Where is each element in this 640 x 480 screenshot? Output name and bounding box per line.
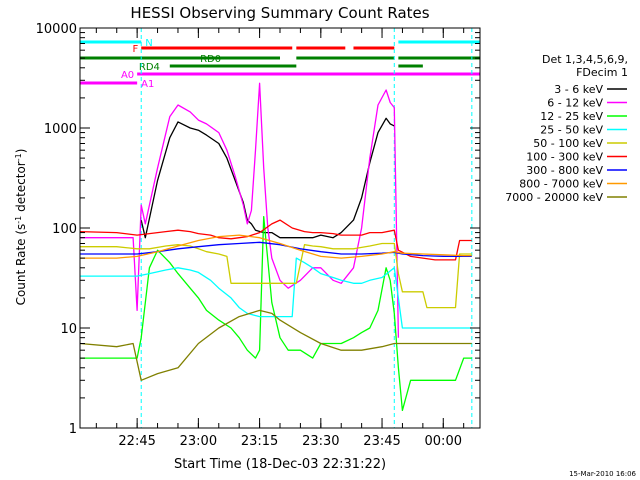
timestamp: 15-Mar-2010 16:06	[569, 470, 636, 478]
y-tick-label-1: 1	[69, 422, 77, 437]
y-tick-label-2: 10	[60, 322, 77, 337]
series-line-8	[80, 234, 472, 259]
flag-label-n: N	[145, 38, 152, 49]
flag-label-f: F	[132, 44, 138, 55]
chart-title: HESSI Observing Summary Count Rates	[130, 4, 429, 22]
series-line-7	[80, 241, 472, 258]
flag-label-rd0: RD0	[200, 54, 221, 65]
y-tick-label-3: 100	[52, 222, 77, 237]
legend-label-9: 7000 - 20000 keV	[505, 191, 603, 204]
observing-flags: NF RD0 RD4 A0 A1	[80, 38, 480, 90]
legend-label-4: 25 - 50 keV	[540, 124, 603, 137]
x-tick-label-3: 23:15	[241, 434, 278, 449]
legend-title-1: Det 1,3,4,5,6,9,	[542, 53, 628, 66]
flag-label-a0: A0	[121, 70, 134, 81]
legend-label-6: 100 - 300 keV	[526, 151, 603, 164]
x-tick-label-6: 00:00	[425, 434, 462, 449]
x-tick-label-1: 22:45	[118, 434, 155, 449]
y-tick-label-4: 1000	[44, 122, 77, 137]
legend-label-5: 50 - 100 keV	[533, 137, 603, 150]
series-line-3	[80, 215, 472, 412]
x-tick-label-5: 23:45	[363, 434, 400, 449]
legend-label-1: 3 - 6 keV	[554, 83, 603, 96]
y-axis-label: Count Rate (s-1 detector-1)	[14, 149, 29, 306]
x-axis-label: Start Time (18-Dec-03 22:31:22)	[174, 457, 386, 472]
legend-label-8: 800 - 7000 keV	[519, 178, 603, 191]
y-tick-label-5: 10000	[36, 22, 77, 37]
legend-title-2: FDecim 1	[576, 66, 628, 79]
series-line-9	[79, 309, 472, 381]
x-tick-label-4: 23:30	[302, 434, 339, 449]
flag-label-rd4: RD4	[139, 62, 160, 73]
series-line-5	[80, 242, 472, 309]
flag-label-a1: A1	[141, 79, 154, 90]
series-lines	[79, 82, 472, 412]
series-line-2	[80, 82, 400, 338]
legend-label-3: 12 - 25 keV	[540, 110, 603, 123]
plot-axes: 1 10 100 1000 10000 22:45 23:00 23:15 23:30 23:45…	[36, 22, 481, 449]
series-line-6	[79, 219, 472, 261]
legend-label-7: 300 - 800 keV	[526, 164, 603, 177]
x-tick-label-2: 23:00	[180, 434, 217, 449]
legend-label-2: 6 - 12 keV	[547, 97, 603, 110]
series-line-4	[80, 257, 472, 329]
